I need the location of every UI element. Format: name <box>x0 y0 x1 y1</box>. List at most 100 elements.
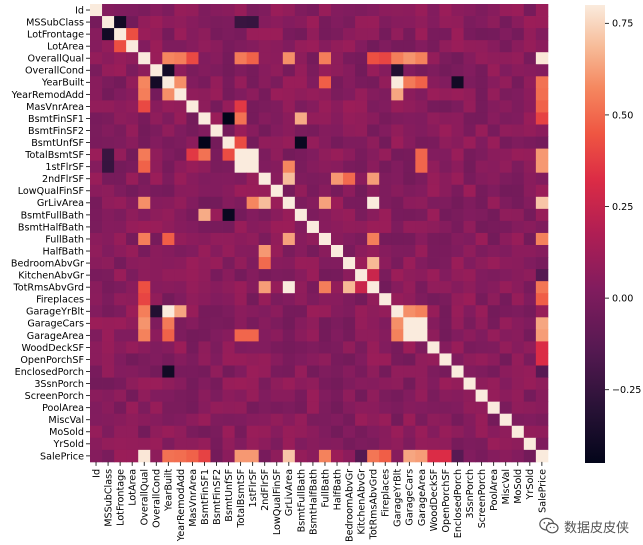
heatmap-cell <box>379 389 392 403</box>
heatmap-cell <box>222 305 235 318</box>
heatmap-cell <box>499 52 513 65</box>
heatmap-cell <box>318 317 332 330</box>
heatmap-cell <box>451 184 464 198</box>
heatmap-cell <box>379 148 392 162</box>
heatmap-cell <box>114 76 127 89</box>
heatmap-cell <box>523 40 537 53</box>
heatmap-cell <box>439 341 452 354</box>
heatmap-cell <box>475 281 489 294</box>
heatmap-cell <box>415 281 428 294</box>
heatmap-cell <box>355 52 368 65</box>
heatmap-cell <box>294 16 308 29</box>
heatmap-cell <box>246 437 260 451</box>
heatmap-cell <box>150 377 163 390</box>
heatmap-cell <box>439 269 452 282</box>
heatmap-cell <box>535 124 549 137</box>
heatmap-cell <box>186 401 199 415</box>
heatmap-cell <box>451 208 464 222</box>
x-tick-label: WoodDeckSF <box>429 469 440 531</box>
heatmap-cell <box>174 401 187 415</box>
heatmap-cell <box>318 148 332 162</box>
heatmap-cell <box>150 437 163 451</box>
heatmap-cell <box>391 40 404 53</box>
heatmap-cell <box>331 172 344 186</box>
heatmap-cell <box>331 437 344 451</box>
heatmap-cell <box>126 184 139 198</box>
heatmap-cell <box>499 136 513 149</box>
heatmap-cell <box>246 329 260 342</box>
heatmap-cell <box>174 281 187 294</box>
heatmap-cell <box>210 293 223 306</box>
heatmap-cell <box>391 401 404 415</box>
heatmap-cell <box>174 52 187 65</box>
heatmap-cell <box>162 136 175 149</box>
heatmap-cell <box>343 160 356 174</box>
heatmap-cell <box>294 389 308 403</box>
y-tick-label: PoolArea <box>42 403 84 414</box>
heatmap-cell <box>331 365 344 378</box>
heatmap-cell <box>294 196 308 210</box>
heatmap-cell <box>174 449 187 463</box>
heatmap-cell <box>222 365 235 378</box>
y-tick-label: BsmtFinSF1 <box>28 114 84 125</box>
heatmap-cell <box>162 88 175 101</box>
heatmap-cell <box>174 148 187 162</box>
heatmap-cell <box>523 232 537 246</box>
heatmap-cell <box>463 449 476 463</box>
heatmap-cell <box>403 124 416 137</box>
heatmap-cell <box>463 269 476 282</box>
heatmap-cell <box>174 208 187 222</box>
heatmap-cell <box>367 365 380 378</box>
heatmap-cell <box>511 148 525 162</box>
heatmap-cell <box>535 184 549 198</box>
heatmap-cell <box>355 172 368 186</box>
heatmap-cell <box>114 341 127 354</box>
heatmap-cell <box>102 425 115 439</box>
heatmap-cell <box>379 40 392 53</box>
x-tick-label: MasVnrArea <box>188 469 199 527</box>
heatmap-cell <box>102 353 115 366</box>
heatmap-cell <box>150 293 163 306</box>
heatmap-cell <box>355 305 368 318</box>
watermark-text: 数据皮皮侠 <box>563 520 629 536</box>
heatmap-cell <box>415 305 428 318</box>
heatmap-cell <box>355 401 368 415</box>
heatmap-cell <box>391 160 404 174</box>
heatmap-cell <box>270 389 284 403</box>
heatmap-cell <box>174 40 187 53</box>
heatmap-cell <box>282 124 296 137</box>
heatmap-cell <box>535 88 549 101</box>
heatmap-cell <box>331 136 344 149</box>
heatmap-cell <box>499 160 513 174</box>
heatmap-cell <box>246 52 260 65</box>
heatmap-cell <box>451 245 464 258</box>
heatmap-cell <box>331 124 344 137</box>
heatmap-cell <box>270 208 284 222</box>
heatmap-cell <box>355 377 368 390</box>
heatmap-cell <box>186 341 199 354</box>
heatmap-cell <box>427 64 440 77</box>
heatmap-cell <box>463 196 476 210</box>
heatmap-cell <box>379 184 392 198</box>
heatmap-cell <box>222 341 235 354</box>
heatmap-cell <box>258 377 272 390</box>
x-tick-label: PoolArea <box>489 469 500 511</box>
heatmap-cell <box>102 269 115 282</box>
heatmap-cell <box>499 208 513 222</box>
heatmap-cell <box>499 28 513 41</box>
heatmap-cell <box>367 425 380 439</box>
y-tick-label: KitchenAbvGr <box>18 271 84 282</box>
heatmap-cell <box>318 124 332 137</box>
heatmap-cell <box>343 281 356 294</box>
heatmap-cell <box>439 136 452 149</box>
heatmap-cell <box>499 353 513 366</box>
heatmap-cell <box>114 4 127 17</box>
heatmap-cell <box>270 16 284 29</box>
heatmap-cell <box>198 257 211 270</box>
heatmap-cell <box>150 401 163 415</box>
heatmap-cell <box>379 245 392 258</box>
heatmap-cell <box>90 208 103 222</box>
heatmap-cell <box>318 257 332 270</box>
heatmap-cell <box>282 389 296 403</box>
heatmap-cell <box>162 353 175 366</box>
